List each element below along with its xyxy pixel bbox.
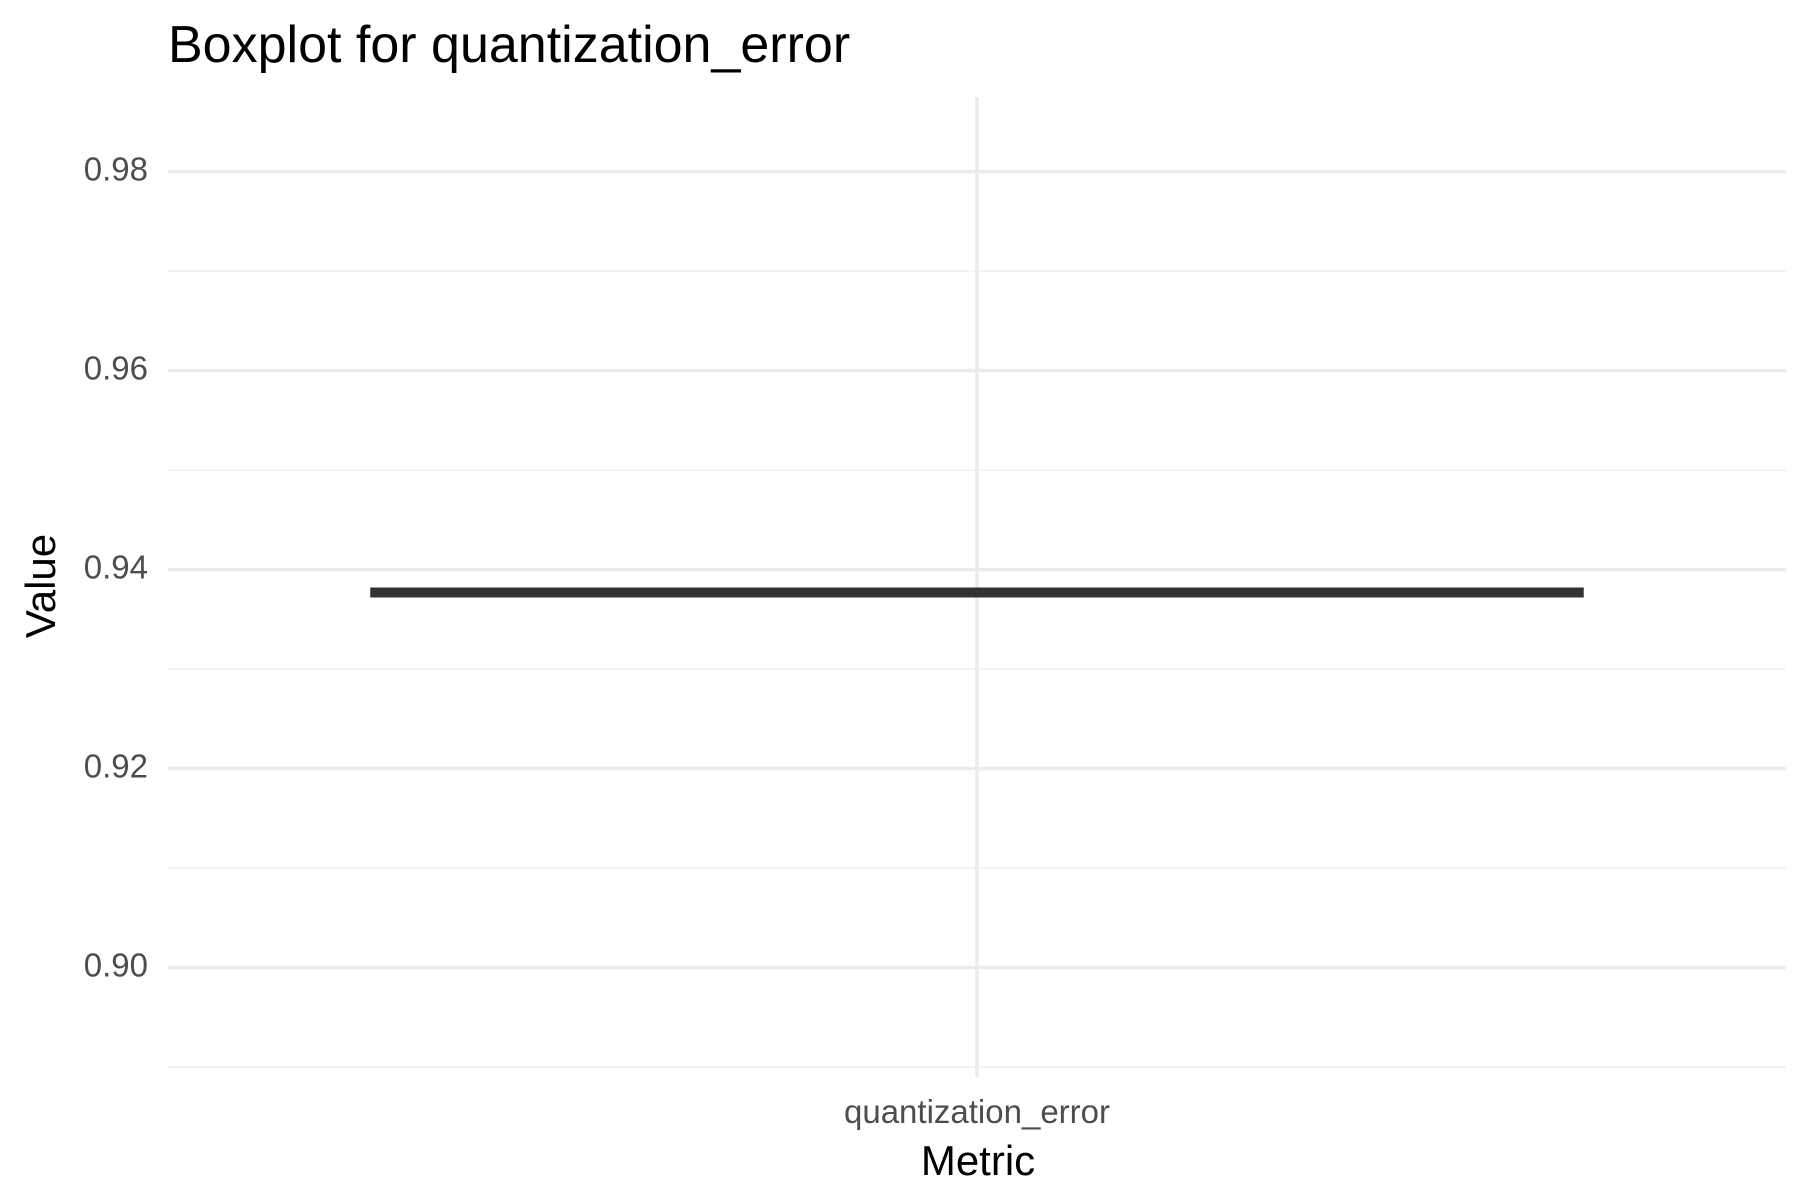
y-tick-label: 0.90 xyxy=(84,946,148,983)
y-axis-title: Value xyxy=(17,534,64,638)
y-tick-label: 0.94 xyxy=(84,548,148,585)
y-tick-label: 0.92 xyxy=(84,747,148,784)
chart-title: Boxplot for quantization_error xyxy=(168,16,850,74)
y-tick-label: 0.96 xyxy=(84,349,148,386)
x-tick-label: quantization_error xyxy=(844,1093,1110,1130)
major-gridlines xyxy=(168,97,1786,1077)
x-tick-labels: quantization_error xyxy=(844,1093,1110,1130)
y-tick-labels: 0.90 0.92 0.94 0.96 0.98 xyxy=(84,150,148,983)
y-tick-label: 0.98 xyxy=(84,150,148,187)
x-axis-title: Metric xyxy=(921,1137,1035,1184)
